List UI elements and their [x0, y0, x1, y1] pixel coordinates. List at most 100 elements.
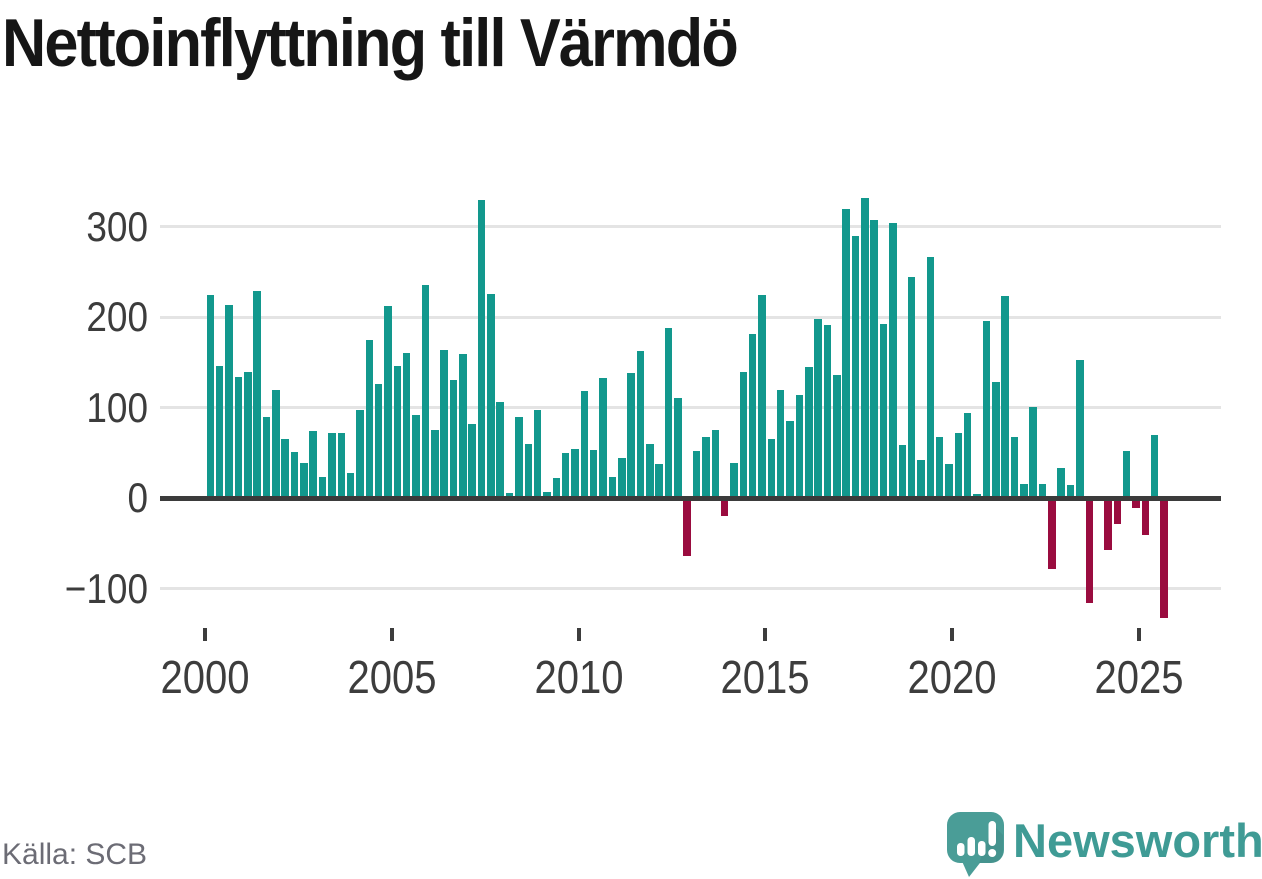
y-tick-label--100: −100 [64, 564, 148, 612]
bar-quarter-88 [1029, 406, 1037, 500]
zero-axis-line [160, 496, 1221, 501]
bar-quarter-93 [1076, 359, 1084, 500]
bar-quarter-50 [674, 397, 682, 500]
bar-quarter-21 [402, 353, 411, 500]
x-tick-label-2005: 2005 [347, 651, 437, 703]
bar-quarter-43 [608, 476, 617, 500]
bar-quarter-26 [449, 379, 458, 500]
bar-quarter-89 [1038, 483, 1047, 500]
bar-quarter-30 [487, 293, 495, 500]
bar-quarter-92 [1066, 484, 1075, 500]
bar-quarter-86 [1010, 436, 1019, 500]
bar-quarter-36 [543, 491, 551, 500]
bar-quarter-14 [337, 433, 345, 500]
x-tick-mark-2005 [390, 628, 394, 641]
y-tick-label-300: 300 [86, 202, 148, 250]
plot-area: 300 200 100 0 −100 2000 2005 2010 2015 2020 2025 [64, 197, 1221, 703]
bar-quarter-61 [776, 389, 785, 500]
bar-quarter-72 [879, 323, 888, 500]
x-tick-mark-2020 [950, 628, 955, 641]
bar-quarter-45 [627, 373, 635, 500]
x-tick-mark-2010 [576, 628, 581, 641]
bar-quarter-9 [290, 452, 299, 500]
bar-quarter-37 [552, 478, 561, 500]
bar-quarter-24 [431, 430, 439, 500]
bar-quarter-70 [861, 197, 869, 500]
bar-quarter-6 [262, 416, 271, 500]
bar-quarter-59 [758, 294, 766, 500]
newsworthy-speech-bubble-chart-icon [947, 812, 1004, 877]
bar-quarter-60 [767, 438, 776, 500]
bar-quarter-87 [1020, 483, 1028, 500]
bar-quarter-79 [945, 463, 953, 500]
bar-quarter-94 [1085, 500, 1093, 604]
bar-quarter-73 [889, 223, 897, 500]
gridline--100 [160, 587, 1221, 591]
bar-quarter-3 [234, 376, 243, 500]
bar-quarter-29 [477, 200, 486, 500]
bar-quarter-40 [580, 391, 589, 500]
bar-quarter-12 [318, 477, 327, 500]
bar-quarter-23 [421, 284, 430, 500]
x-tick-label-2020: 2020 [907, 651, 997, 703]
bar-quarter-91 [1057, 468, 1065, 500]
bar-quarter-49 [664, 328, 673, 500]
bar-quarter-18 [374, 384, 383, 500]
x-tick-mark-2025 [1136, 628, 1141, 641]
bar-quarter-77 [926, 256, 935, 500]
newsworthy-wordmark: Newsworthy [1013, 814, 1262, 867]
x-tick-mark-2000 [203, 628, 208, 641]
x-tick-label-2015: 2015 [720, 651, 810, 703]
source-note: Källa: SCB [2, 838, 148, 871]
bar-quarter-64 [805, 367, 813, 500]
bar-quarter-44 [618, 457, 626, 500]
bar-quarter-39 [571, 448, 579, 500]
bar-quarter-10 [300, 462, 308, 500]
bar-quarter-74 [898, 444, 906, 500]
bar-quarter-57 [739, 372, 748, 500]
bar-quarter-55 [720, 500, 729, 517]
bar-quarter-19 [384, 306, 392, 500]
bar-quarter-81 [963, 413, 972, 500]
bar-quarter-31 [496, 402, 504, 500]
bar-quarter-8 [281, 438, 289, 500]
bar-quarter-101 [1150, 434, 1159, 500]
gridline-200 [160, 315, 1221, 319]
bar-quarter-11 [309, 431, 317, 500]
x-tick-label-2010: 2010 [534, 651, 624, 703]
bar-quarter-20 [393, 366, 402, 500]
bar-quarter-51 [683, 500, 691, 557]
x-tick-label-2000: 2000 [160, 651, 250, 703]
bar-quarter-80 [954, 433, 963, 500]
gridline-100 [160, 406, 1221, 410]
bar-quarter-66 [823, 325, 832, 500]
y-tick-label-100: 100 [86, 383, 148, 431]
bar-quarter-98 [1122, 451, 1131, 500]
bar-quarter-22 [412, 415, 420, 500]
bar-quarter-97 [1113, 500, 1122, 524]
bar-quarter-69 [851, 235, 860, 500]
bar-quarter-71 [870, 220, 878, 500]
bar-quarter-16 [356, 409, 364, 500]
bar-quarter-102 [1160, 500, 1168, 618]
bar-quarter-85 [1001, 295, 1009, 500]
bar-quarter-46 [636, 350, 645, 500]
bar-quarter-28 [468, 424, 476, 500]
bar-quarter-52 [692, 451, 701, 500]
bar-quarter-63 [795, 395, 804, 500]
bar-quarter-33 [515, 416, 523, 500]
bar-quarter-0 [206, 294, 215, 500]
y-tick-label-0: 0 [127, 474, 148, 522]
bar-quarter-34 [524, 443, 532, 500]
x-tick-mark-2015 [763, 628, 768, 641]
bar-quarter-41 [589, 450, 598, 500]
bar-quarter-48 [655, 463, 663, 500]
bar-quarter-58 [748, 333, 757, 500]
bar-quarter-47 [646, 443, 654, 500]
bar-quarter-67 [833, 375, 841, 500]
bar-quarter-100 [1141, 500, 1150, 535]
bar-quarter-7 [272, 389, 280, 500]
bar-quarter-5 [253, 290, 261, 500]
gridline-300 [160, 225, 1221, 229]
